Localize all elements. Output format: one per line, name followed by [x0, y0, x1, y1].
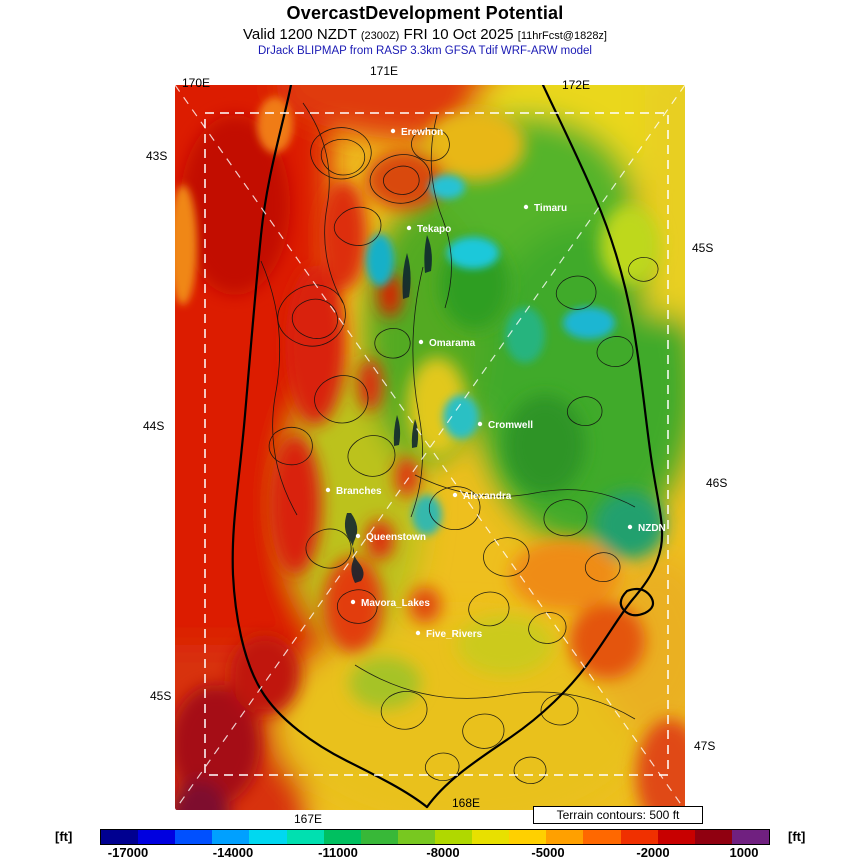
station-dot	[627, 524, 633, 530]
lat-label-45s-left: 45S	[150, 689, 172, 703]
station-label: Alexandra	[463, 491, 512, 502]
lat-label-47s: 47S	[694, 739, 716, 753]
coastline	[231, 83, 664, 809]
terrain-contours-legend: Terrain contours: 500 ft	[533, 806, 703, 824]
lakes	[344, 235, 432, 583]
valid-zulu: (2300Z)	[360, 30, 400, 42]
station-dot	[355, 533, 361, 539]
lon-label-170e: 170E	[182, 76, 211, 90]
station-dot	[452, 492, 458, 498]
station-label: Tekapo	[417, 224, 451, 235]
header: OvercastDevelopment Potential Valid 1200…	[0, 0, 850, 57]
colorbar-tick: -2000	[636, 845, 670, 860]
station-dot	[325, 487, 331, 493]
station-dot	[523, 204, 529, 210]
colorbar-gradient	[100, 829, 770, 845]
station-label: Branches	[336, 486, 382, 497]
lat-label-46s: 46S	[706, 476, 728, 490]
lat-label-44s: 44S	[143, 419, 165, 433]
valid-date: FRI 10 Oct 2025	[403, 26, 514, 43]
lon-label-172e: 172E	[562, 78, 591, 92]
colorbar-tick: -11000	[318, 845, 358, 860]
valid-forecast-ref: [11hrFcst@1828z]	[517, 30, 607, 42]
station-dot	[477, 421, 483, 427]
colorbar-unit-left: [ft]	[55, 829, 73, 844]
station-label: Queenstown	[366, 532, 426, 543]
terrain-contour-lines	[260, 102, 659, 785]
station-dot	[350, 599, 356, 605]
station-label: Mavora_Lakes	[361, 598, 430, 609]
map-area: Erewhon Timaru Tekapo Omarama Cromwell B…	[145, 30, 715, 860]
station-label: Timaru	[534, 203, 567, 214]
lon-label-167e: 167E	[294, 812, 323, 826]
lat-label-45s-right: 45S	[692, 241, 714, 255]
station-dot	[418, 339, 424, 345]
station-label: NZDN	[638, 523, 666, 534]
station-dot	[390, 128, 396, 134]
lat-label-43s: 43S	[146, 149, 168, 163]
colorbar-unit-right: [ft]	[788, 829, 806, 844]
colorbar-tick: -5000	[531, 845, 565, 860]
station-dot	[406, 225, 412, 231]
station-markers: Erewhon Timaru Tekapo Omarama Cromwell B…	[325, 127, 666, 640]
colorbar-tick: -8000	[426, 845, 460, 860]
lon-label-168e: 168E	[452, 796, 481, 810]
station-label: Five_Rivers	[426, 629, 483, 640]
station-dot	[415, 630, 421, 636]
model-info-line: DrJack BLIPMAP from RASP 3.3km GFSA Tdif…	[257, 45, 592, 57]
valid-time-line: Valid 1200 NZDT (2300Z) FRI 10 Oct 2025 …	[0, 26, 850, 43]
colorbar-tick: -14000	[212, 845, 254, 860]
station-label: Cromwell	[488, 420, 533, 431]
domain-boundary-dashed	[174, 84, 686, 811]
colorbar-tick: 1000	[729, 845, 759, 860]
forecast-map: Erewhon Timaru Tekapo Omarama Cromwell B…	[145, 30, 715, 860]
colorbar-tick: -17000	[107, 845, 149, 860]
lon-label-171e: 171E	[370, 64, 399, 78]
station-label: Omarama	[429, 338, 476, 349]
page-title: OvercastDevelopment Potential	[286, 3, 564, 23]
station-label: Erewhon	[401, 127, 443, 138]
valid-prefix: Valid 1200 NZDT	[242, 26, 357, 43]
